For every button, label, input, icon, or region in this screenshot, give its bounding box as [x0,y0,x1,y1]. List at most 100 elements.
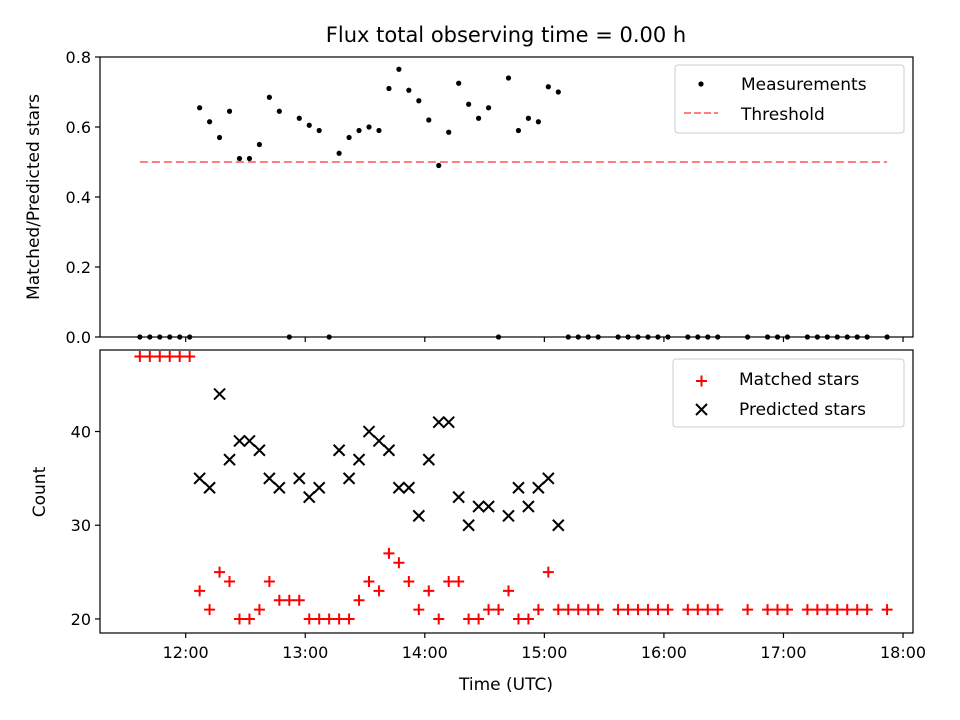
matched-stars-point [483,604,495,616]
measurement-point [187,334,193,340]
measurement-point [266,94,272,100]
measurement-point [884,334,890,340]
matched-stars-point [781,604,793,616]
measurement-point [286,334,292,340]
legend-matched-marker [696,375,707,387]
matched-stars-point [612,604,624,616]
matched-stars-point [652,604,664,616]
matched-stars-point [512,613,524,625]
measurement-point [177,334,183,340]
matched-stars-point [801,604,813,616]
x-axis-label: Time (UTC) [458,675,553,695]
x-tick-label: 13:00 [282,643,328,662]
matched-stars-point [144,351,156,363]
matched-stars-point [702,604,714,616]
predicted-stars-point [462,519,475,532]
legend-measurements-marker [698,81,704,87]
matched-stars-point [851,604,863,616]
measurement-point [167,334,173,340]
x-tick-label: 14:00 [402,643,448,662]
measurement-point [426,117,432,123]
matched-stars-point [572,604,584,616]
top-legend-box [674,64,905,134]
matched-stars-point [303,613,315,625]
top-y-axis-label: Matched/Predicted stars [24,94,44,300]
matched-stars-point [443,575,455,587]
matched-stars-point [224,575,236,587]
predicted-stars-point [223,453,236,466]
predicted-stars-point [243,434,256,448]
measurement-point [695,334,701,340]
measurement-point [774,334,781,340]
matched-stars-point [333,613,345,625]
predicted-stars-point [372,434,386,448]
matched-stars-point [174,351,186,363]
bottom-y-ticks: 20 30 40 [71,423,100,629]
top-panel-ratio: Matched/Predicted stars 0.00.20.40.60.8 … [24,48,914,347]
measurement-point [715,334,721,340]
measurement-point [396,66,402,72]
predicted-stars-point [422,453,435,466]
bottom-x-ticks: 12:00 13:00 14:00 15:00 16:00 17:00 18:00 [163,633,926,662]
measurement-point [625,334,631,340]
matched-stars-point [473,613,485,625]
matched-stars-point [502,585,514,597]
predicted-stars-point [552,519,565,532]
measurement-point [655,334,661,340]
matched-stars-point [463,613,475,625]
predicted-stars-point [442,415,455,429]
matched-stars-point [433,613,445,625]
bottom-plot-frame [99,349,914,634]
matched-stars-point [841,604,853,616]
measurement-point [206,119,213,125]
measurement-point [147,334,153,340]
measurement-point [216,134,223,141]
bottom-legend: Matched stars Predicted stars [672,358,905,428]
predicted-stars-point [253,444,266,457]
matched-stars-point [383,547,395,559]
bottom-series-layer [134,351,893,625]
matched-stars-point [243,613,255,625]
measurement-point [665,334,671,340]
measurement-point [565,334,571,340]
matched-stars-point [413,604,425,616]
matched-stars-point [313,613,325,625]
measurement-point [256,141,263,148]
measurement-point [416,98,422,104]
matched-stars-point [622,604,634,616]
measurement-point [466,101,472,107]
matched-stars-point [682,604,694,616]
matched-stars-point [253,604,265,616]
measurement-point [356,127,362,134]
bottom-y-axis-label: Count [30,466,50,517]
matched-stars-point [562,604,574,616]
bottom-y-tick-label: 40 [71,423,91,442]
matched-stars-point [134,351,146,363]
predicted-stars-point [532,481,545,494]
matched-stars-point [592,604,604,616]
top-y-tick-label: 0.0 [66,328,91,347]
predicted-stars-point [203,481,216,494]
bottom-y-tick-label: 20 [71,610,91,629]
measurement-point [276,108,282,114]
matched-stars-point [194,585,206,597]
matched-stars-point [373,585,385,597]
measurement-point [575,334,581,340]
top-x-ticks [185,337,904,342]
matched-stars-point [453,575,465,587]
top-y-ticks: 0.0 0.2 0.4 0.6 0.8 [66,48,100,347]
top-series-layer [137,66,890,340]
matched-stars-point [881,604,893,616]
legend-predicted-label: Predicted stars [739,400,866,420]
x-tick-label: 18:00 [880,643,926,662]
predicted-stars-point [512,481,525,494]
matched-stars-point [393,557,405,569]
matched-stars-point [632,604,644,616]
top-y-tick-label: 0.8 [66,48,91,67]
measurement-point [456,80,462,86]
measurement-point [306,122,312,128]
top-y-tick-label: 0.2 [66,258,91,277]
predicted-stars-point [522,500,535,513]
matched-stars-point [233,613,245,625]
